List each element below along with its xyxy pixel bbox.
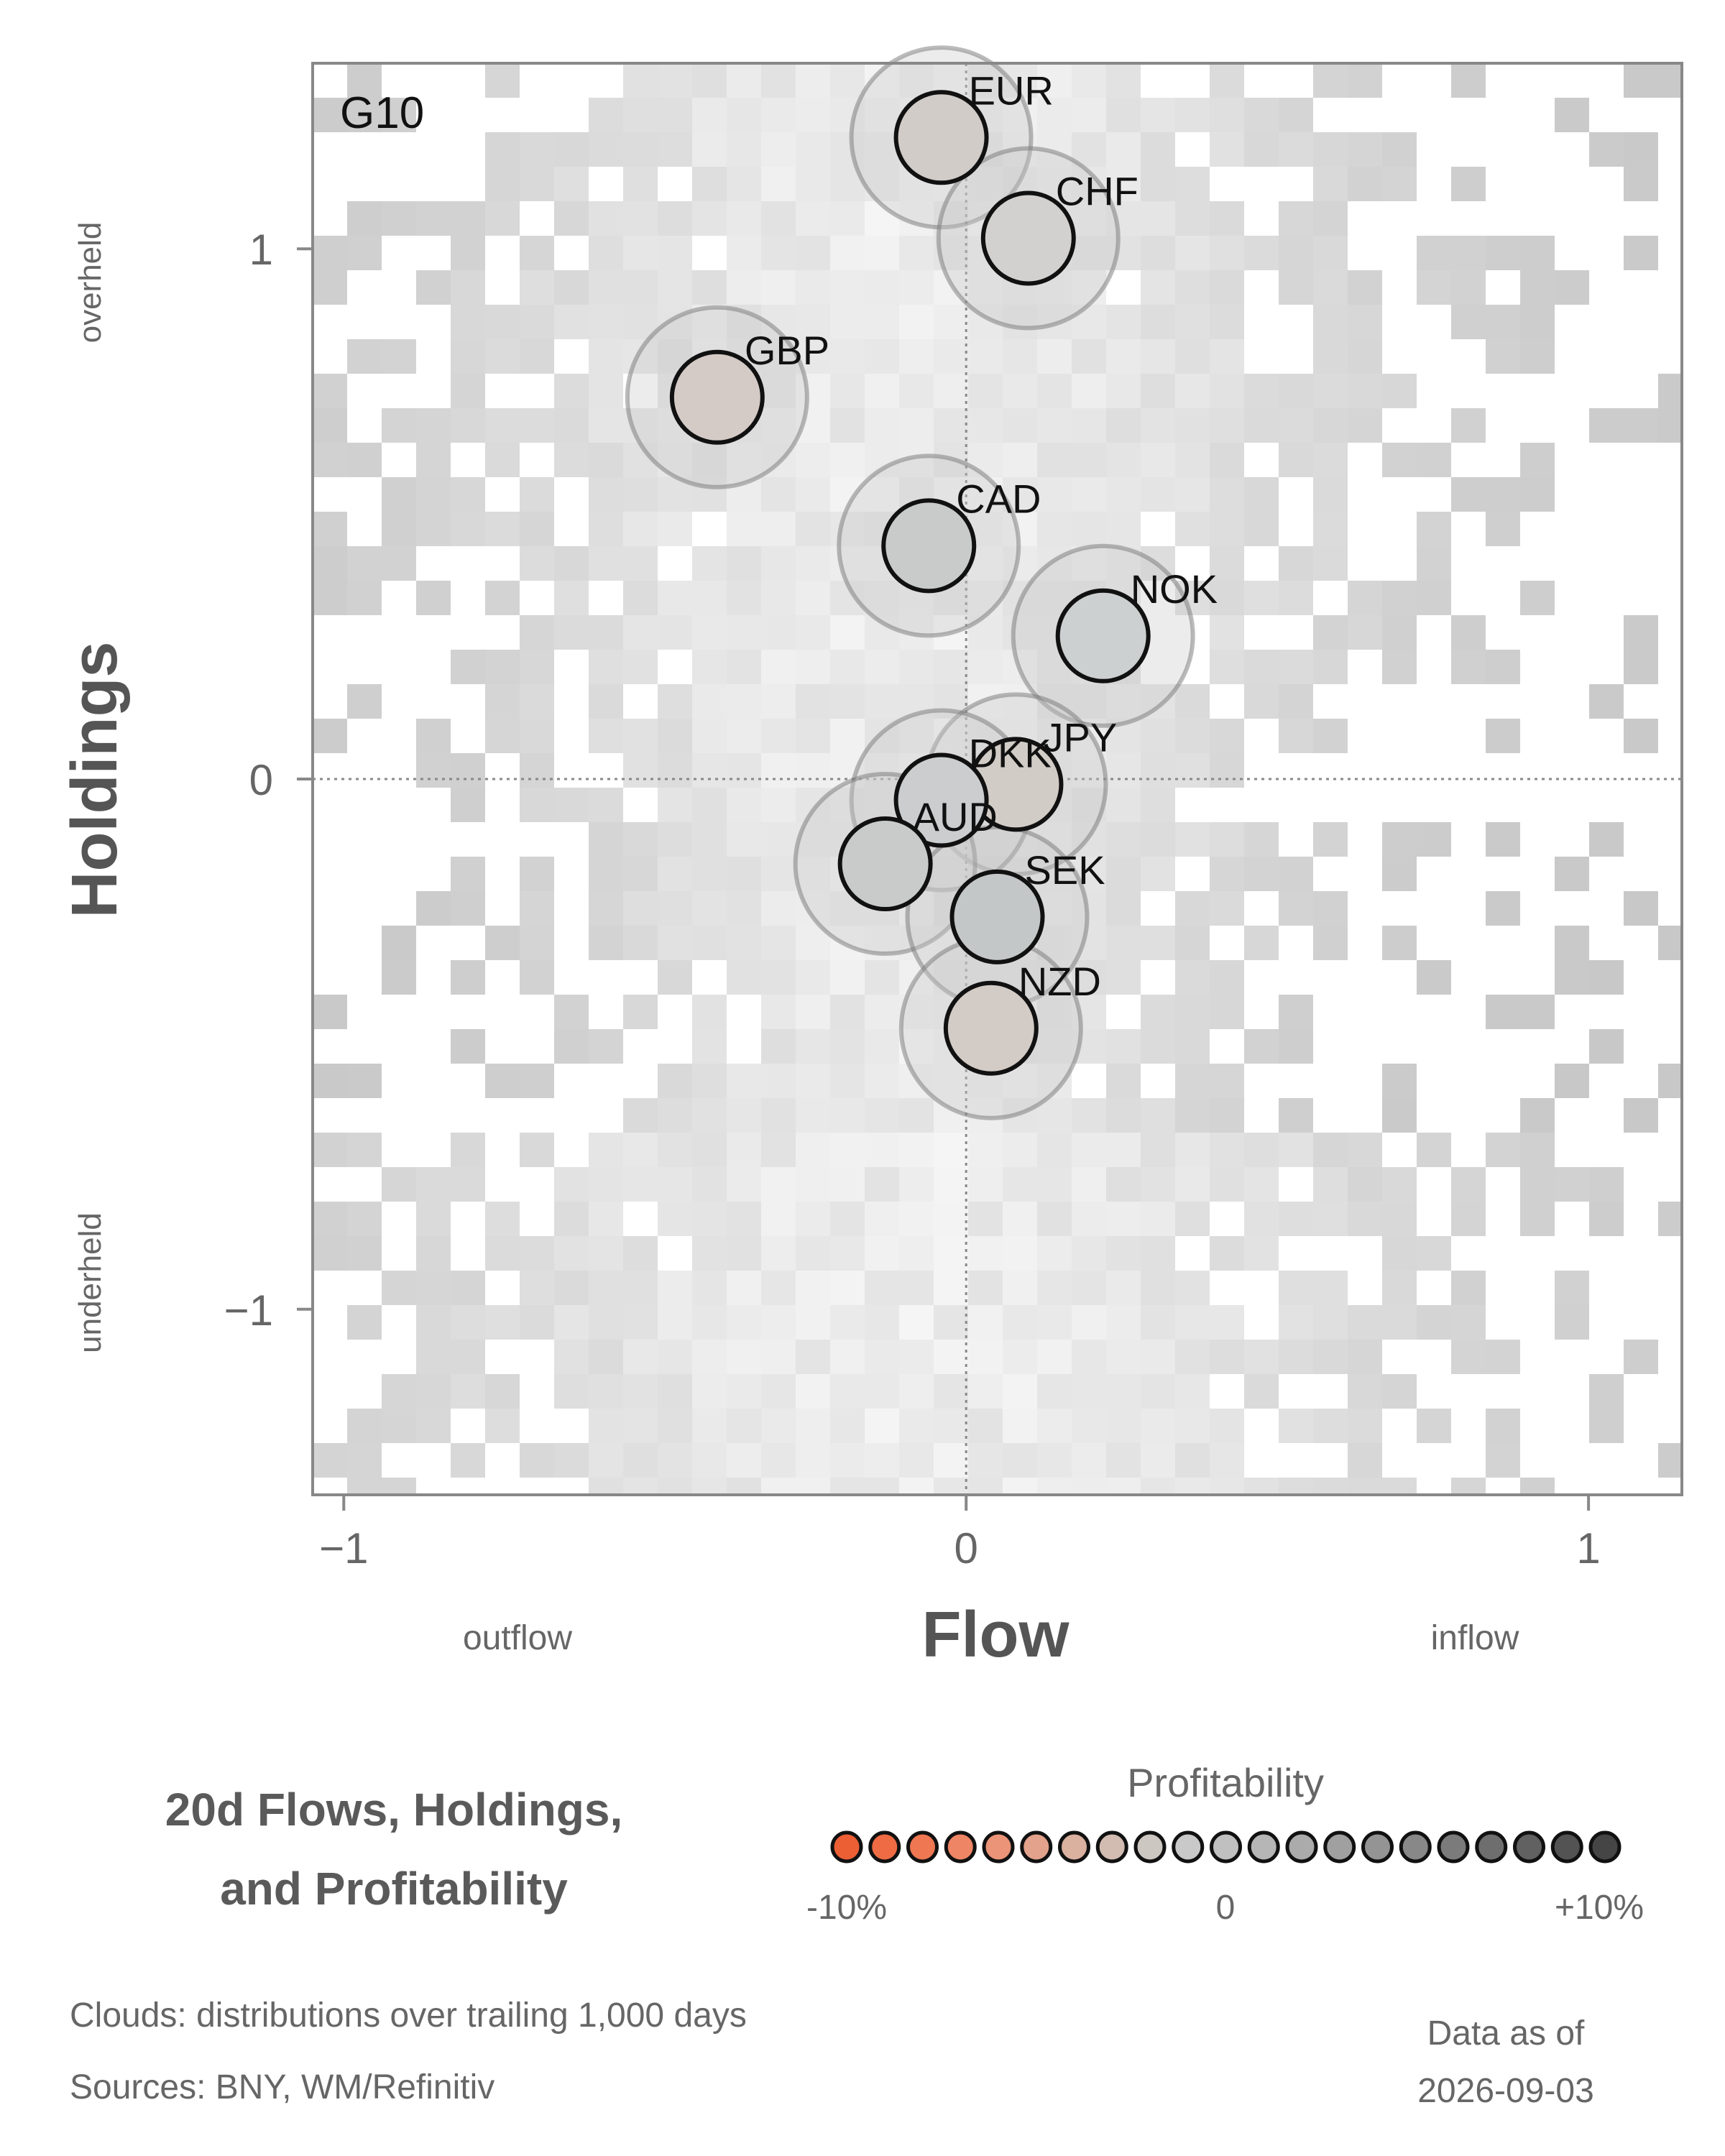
point-gbp	[669, 349, 765, 445]
legend-mid-label: 0	[1216, 1889, 1236, 1927]
label-jpy: JPY	[1043, 714, 1117, 760]
point-sek	[949, 869, 1045, 964]
y-axis: 1 0 −1	[224, 226, 313, 1335]
legend-dot	[1513, 1830, 1545, 1864]
legend-dot	[1437, 1830, 1470, 1864]
y-tick-label: −1	[224, 1286, 273, 1335]
x-tick-label: 1	[1576, 1524, 1600, 1572]
footnote-clouds: Clouds: distributions over trailing 1,00…	[70, 1996, 747, 2035]
point-dkk	[893, 752, 989, 848]
x-axis: −1 0 1	[319, 1495, 1601, 1572]
y-side-label-underheld: underheld	[73, 1212, 108, 1353]
point-aud	[837, 816, 933, 912]
chart-title-line-2: and Profitability	[220, 1863, 568, 1915]
label-nzd: NZD	[1018, 959, 1101, 1004]
as-of-label: Data as of	[1427, 2014, 1585, 2053]
legend-dot	[1247, 1830, 1280, 1864]
x-tick-label: 0	[954, 1524, 978, 1572]
label-gbp: GBP	[745, 328, 829, 373]
x-side-label-outflow: outflow	[463, 1619, 572, 1657]
legend-max-label: +10%	[1555, 1889, 1644, 1927]
profitability-legend: Profitability -10% 0 +10%	[806, 1760, 1644, 1927]
as-of-date: 2026-09-03	[1417, 2072, 1594, 2110]
legend-dot	[1399, 1830, 1432, 1864]
legend-dot	[1475, 1830, 1508, 1864]
label-chf: CHF	[1056, 168, 1138, 213]
legend-dot	[1285, 1830, 1318, 1864]
label-nok: NOK	[1131, 566, 1218, 612]
legend-dot	[1095, 1830, 1128, 1864]
label-aud: AUD	[913, 794, 998, 839]
legend-min-label: -10%	[806, 1889, 887, 1927]
y-side-label-overheld: overheld	[73, 222, 108, 344]
panel-label: G10	[340, 88, 424, 138]
y-tick-label: 1	[249, 226, 273, 274]
x-axis-title: Flow	[922, 1599, 1070, 1671]
legend-dot	[1588, 1830, 1622, 1864]
point-nok	[1055, 588, 1151, 683]
legend-dot	[1172, 1830, 1205, 1864]
legend-dot	[1133, 1830, 1167, 1864]
legend-dot	[906, 1830, 939, 1864]
x-tick-label: −1	[319, 1524, 368, 1572]
point-eur	[893, 90, 989, 185]
legend-dot	[1323, 1830, 1356, 1864]
label-cad: CAD	[956, 476, 1041, 521]
y-axis-title: Holdings	[59, 642, 131, 918]
legend-dot	[1550, 1830, 1583, 1864]
legend-dot	[1020, 1830, 1053, 1864]
legend-title: Profitability	[1127, 1760, 1324, 1805]
chart-title-line-1: 20d Flows, Holdings,	[165, 1784, 623, 1835]
legend-dot	[868, 1830, 901, 1864]
legend-dot	[944, 1830, 977, 1864]
label-dkk: DKK	[969, 731, 1052, 776]
legend-color-scale	[830, 1830, 1622, 1864]
point-nzd	[943, 980, 1039, 1076]
footnote-sources: Sources: BNY, WM/Refinitiv	[70, 2068, 494, 2106]
x-side-label-inflow: inflow	[1431, 1619, 1519, 1657]
legend-dot	[1361, 1830, 1394, 1864]
point-chf	[980, 190, 1076, 286]
y-tick-label: 0	[249, 756, 273, 804]
legend-dot	[1058, 1830, 1090, 1864]
legend-dot	[830, 1830, 863, 1864]
legend-dot	[982, 1830, 1015, 1864]
label-eur: EUR	[969, 68, 1054, 113]
density-clouds	[313, 63, 1682, 1495]
legend-dot	[1210, 1830, 1242, 1864]
point-cad	[881, 498, 977, 594]
label-sek: SEK	[1025, 847, 1105, 893]
